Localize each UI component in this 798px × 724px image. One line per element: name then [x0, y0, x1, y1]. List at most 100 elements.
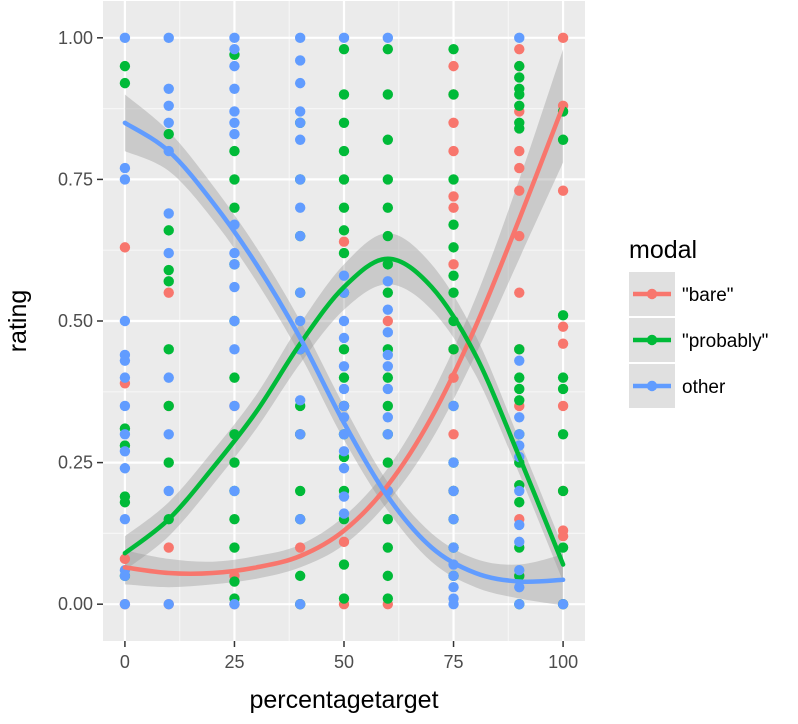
data-point: [338, 174, 350, 185]
data-point: [229, 83, 240, 94]
y-axis-title: rating: [4, 290, 32, 353]
data-point: [338, 491, 350, 502]
data-point: [514, 89, 525, 100]
data-point: [514, 581, 525, 593]
data-point: [557, 400, 569, 412]
data-point: [338, 43, 350, 55]
data-point: [229, 117, 240, 128]
data-point: [448, 344, 459, 355]
data-point: [448, 598, 459, 610]
data-point: [163, 117, 174, 128]
data-point: [338, 32, 350, 44]
data-point: [382, 514, 394, 525]
data-point: [294, 134, 306, 145]
data-point: [514, 230, 525, 242]
data-point: [382, 304, 394, 315]
data-point: [514, 565, 525, 576]
data-point: [514, 395, 525, 406]
data-point: [119, 162, 131, 174]
data-point: [382, 593, 394, 604]
x-tick-label: 25: [224, 652, 244, 672]
data-point: [119, 315, 131, 327]
data-point: [163, 276, 174, 287]
data-point: [163, 225, 174, 236]
data-point: [448, 581, 459, 593]
data-point: [119, 598, 131, 610]
data-point: [338, 225, 350, 236]
data-point: [448, 145, 459, 157]
data-point: [514, 162, 525, 174]
data-point: [382, 400, 394, 412]
data-point: [294, 32, 306, 44]
legend-label: "probably": [682, 331, 768, 352]
data-point: [514, 287, 525, 298]
data-point: [382, 230, 394, 242]
data-point: [382, 361, 394, 372]
data-point: [448, 117, 459, 128]
data-point: [448, 89, 459, 100]
data-point: [119, 32, 131, 44]
data-point: [382, 32, 394, 44]
data-point: [338, 463, 350, 474]
data-point: [163, 264, 174, 276]
data-point: [514, 344, 525, 355]
data-point: [514, 598, 525, 610]
data-point: [382, 327, 394, 338]
data-point: [163, 247, 174, 259]
data-point: [557, 338, 569, 349]
data-point: [229, 598, 240, 610]
data-point: [163, 32, 174, 44]
data-point: [229, 344, 240, 355]
data-point: [338, 361, 350, 372]
data-point: [514, 485, 525, 497]
data-point: [382, 349, 394, 361]
legend-key-point: [646, 334, 658, 346]
data-point: [557, 32, 569, 44]
data-point: [382, 259, 394, 270]
y-tick-label: 0.00: [58, 594, 93, 614]
data-point: [229, 174, 240, 185]
data-point: [448, 202, 459, 213]
confidence-band: [124, 49, 564, 588]
data-point: [514, 100, 525, 111]
data-point: [557, 185, 569, 196]
data-point: [338, 344, 350, 355]
data-point: [119, 372, 131, 383]
data-point: [448, 191, 459, 202]
data-point: [338, 236, 350, 247]
data-point: [294, 429, 306, 440]
data-point: [163, 542, 174, 553]
data-point: [338, 145, 350, 157]
data-point: [163, 128, 174, 140]
data-point: [163, 208, 174, 219]
data-point: [294, 395, 306, 406]
data-point: [338, 332, 350, 344]
data-point: [119, 242, 131, 253]
data-point: [448, 259, 459, 270]
data-point: [448, 287, 459, 298]
data-point: [294, 77, 306, 89]
data-point: [557, 321, 569, 332]
data-point: [338, 559, 350, 570]
data-point: [294, 287, 306, 298]
data-point: [557, 485, 569, 497]
y-tick-label: 0.50: [58, 311, 93, 331]
data-point: [229, 259, 240, 270]
data-point: [557, 542, 569, 553]
data-point: [119, 446, 131, 457]
data-point: [382, 429, 394, 440]
data-point: [448, 570, 459, 582]
data-point: [229, 457, 240, 468]
data-point: [163, 400, 174, 412]
data-point: [229, 43, 240, 55]
data-point: [338, 446, 350, 457]
data-point: [557, 598, 569, 610]
data-point: [448, 514, 459, 525]
data-point: [514, 123, 525, 134]
data-point: [294, 570, 306, 582]
smooth-line: [122, 120, 566, 585]
data-point: [119, 553, 131, 565]
legend-key-point: [646, 288, 658, 300]
y-tick-label: 1.00: [58, 28, 93, 48]
data-point: [448, 270, 459, 281]
